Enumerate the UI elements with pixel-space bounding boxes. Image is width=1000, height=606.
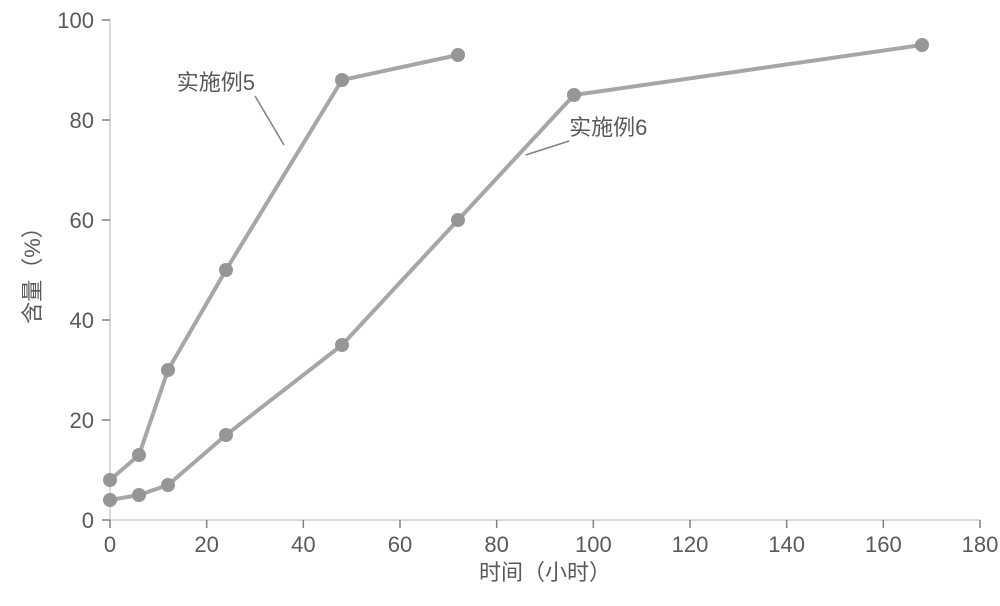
x-axis-label: 时间（小时） [479, 560, 611, 585]
data-point [567, 88, 581, 102]
leader-line [255, 96, 284, 145]
x-tick-label: 40 [291, 532, 315, 557]
y-tick-label: 40 [70, 308, 94, 333]
data-point [451, 213, 465, 227]
x-tick-label: 160 [865, 532, 902, 557]
data-point [451, 48, 465, 62]
series-label-series6: 实施例6 [569, 115, 647, 140]
leader-line [526, 141, 570, 155]
y-axis-label: 含量（%） [20, 216, 45, 324]
y-tick-label: 80 [70, 108, 94, 133]
x-tick-label: 0 [104, 532, 116, 557]
data-point [103, 473, 117, 487]
y-tick-label: 100 [57, 8, 94, 33]
data-point [219, 428, 233, 442]
data-point [161, 478, 175, 492]
x-tick-label: 120 [672, 532, 709, 557]
y-tick-label: 0 [82, 508, 94, 533]
x-tick-label: 20 [194, 532, 218, 557]
data-point [132, 448, 146, 462]
x-tick-label: 140 [768, 532, 805, 557]
data-point [219, 263, 233, 277]
x-tick-label: 100 [575, 532, 612, 557]
y-tick-label: 20 [70, 408, 94, 433]
y-tick-label: 60 [70, 208, 94, 233]
series-label-series5: 实施例5 [177, 70, 255, 95]
data-point [161, 363, 175, 377]
x-tick-label: 60 [388, 532, 412, 557]
x-tick-label: 180 [962, 532, 999, 557]
data-point [915, 38, 929, 52]
x-tick-label: 80 [484, 532, 508, 557]
data-point [132, 488, 146, 502]
data-point [103, 493, 117, 507]
series-line-series5 [110, 55, 458, 480]
chart-container: 0 20 40 60 80 100 120 140 160 180 0 20 40 60 80 100 时间（小… [0, 0, 1000, 606]
line-chart: 0 20 40 60 80 100 120 140 160 180 0 20 40 60 80 100 时间（小… [0, 0, 1000, 606]
data-point [335, 338, 349, 352]
data-point [335, 73, 349, 87]
